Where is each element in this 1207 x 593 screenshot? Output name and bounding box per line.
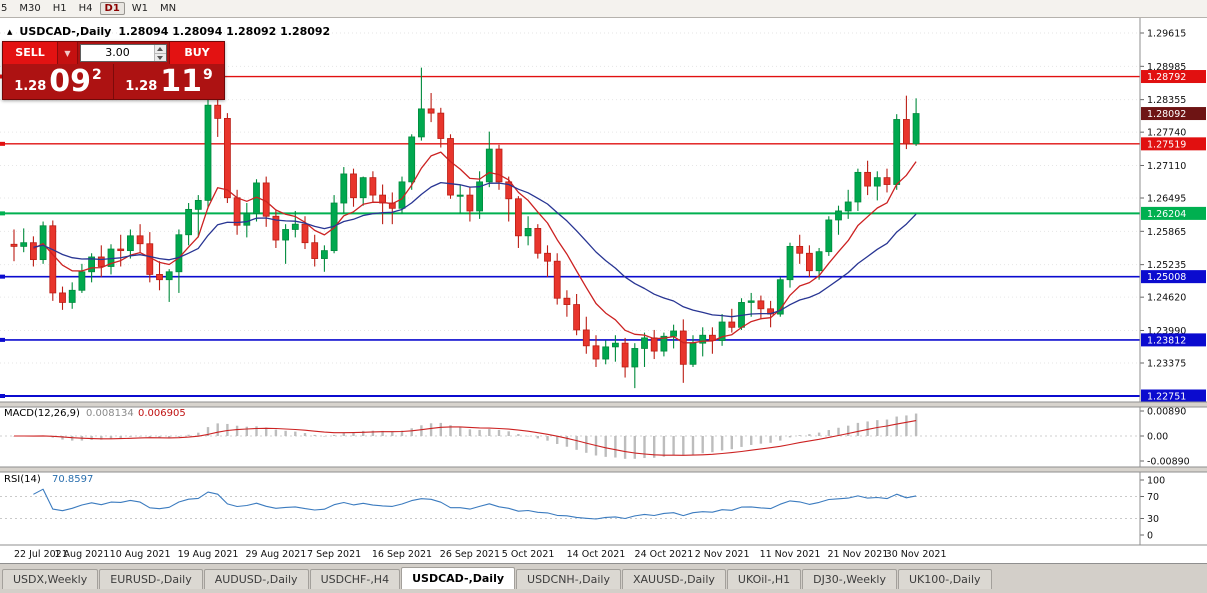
svg-text:5 Oct 2021: 5 Oct 2021 [502, 549, 555, 560]
timeframe-toolbar: 5 M30 H1 H4 D1 W1 MN [0, 0, 1207, 18]
svg-text:1.25235: 1.25235 [1147, 260, 1186, 271]
svg-text:-0.00890: -0.00890 [1147, 457, 1190, 468]
svg-text:1.23990: 1.23990 [1147, 326, 1186, 337]
svg-text:1 Aug 2021: 1 Aug 2021 [54, 549, 109, 560]
chart-tab-bar: USDX,Weekly EURUSD-,Daily AUDUSD-,Daily USD… [0, 563, 1207, 593]
sell-price-pips: 09 [49, 64, 92, 99]
svg-text:1.28985: 1.28985 [1147, 62, 1186, 73]
chart-tab-usdchf-h4[interactable]: USDCHF-,H4 [309, 569, 401, 589]
svg-text:RSI(14): RSI(14) [4, 474, 41, 485]
trade-panel-prices: 1.28 09 2 1.28 11 9 [3, 64, 224, 99]
chevron-down-icon: ▼ [64, 48, 71, 58]
buy-button[interactable]: BUY [169, 42, 224, 64]
price-divider [113, 64, 114, 99]
chart-header: ▲ USDCAD-,Daily 1.28094 1.28094 1.28092 … [7, 25, 330, 38]
sell-button[interactable]: SELL [3, 42, 58, 64]
svg-text:0.00890: 0.00890 [1147, 406, 1186, 417]
svg-text:14 Oct 2021: 14 Oct 2021 [567, 549, 626, 560]
volume-stepper[interactable] [154, 45, 166, 61]
svg-text:16 Sep 2021: 16 Sep 2021 [372, 549, 432, 560]
svg-text:100: 100 [1147, 476, 1165, 487]
buy-price-point: 9 [203, 67, 213, 83]
sell-price-point: 2 [92, 67, 102, 83]
spinner-up-icon[interactable] [155, 45, 166, 54]
svg-text:7 Sep 2021: 7 Sep 2021 [307, 549, 361, 560]
svg-text:1.28355: 1.28355 [1147, 95, 1186, 106]
svg-text:1.26204: 1.26204 [1147, 209, 1186, 220]
spinner-down-icon[interactable] [155, 53, 166, 61]
svg-text:1.29615: 1.29615 [1147, 29, 1186, 40]
chart-tabs: USDX,Weekly EURUSD-,Daily AUDUSD-,Daily USD… [0, 564, 1207, 589]
svg-text:10 Aug 2021: 10 Aug 2021 [110, 549, 171, 560]
svg-text:1.24620: 1.24620 [1147, 293, 1186, 304]
svg-text:1.26495: 1.26495 [1147, 194, 1186, 205]
svg-text:1.22751: 1.22751 [1147, 392, 1186, 403]
chart-tab-usdx-weekly[interactable]: USDX,Weekly [2, 569, 99, 589]
macd-pane: 0.00890 0.00 -0.00890 MACD(12,26,9) 0.008134… [0, 406, 1190, 468]
chart-tab-dj30-weekly[interactable]: DJ30-,Weekly [802, 569, 897, 589]
trade-panel-controls: SELL ▼ 3.00 BUY [3, 42, 224, 64]
price-pane [0, 32, 1140, 399]
chart-tab-ukoil-h1[interactable]: UKOil-,H1 [726, 569, 802, 589]
svg-text:0.006905: 0.006905 [138, 408, 186, 419]
svg-text:22 Jul 2021: 22 Jul 2021 [14, 549, 68, 560]
svg-text:0.00: 0.00 [1147, 432, 1168, 443]
svg-text:1.27110: 1.27110 [1147, 161, 1186, 172]
sell-price-whole: 1.28 [14, 79, 47, 94]
chart-canvas[interactable]: 0.00890 0.00 -0.00890 MACD(12,26,9) 0.008134… [0, 18, 1207, 563]
volume-input[interactable]: 3.00 [80, 44, 167, 62]
svg-text:1.28092: 1.28092 [1147, 109, 1186, 120]
svg-text:1.25008: 1.25008 [1147, 272, 1186, 283]
chart-tab-audusd-daily[interactable]: AUDUSD-,Daily [203, 569, 309, 589]
svg-text:0: 0 [1147, 531, 1153, 542]
rsi-pane: 100 70 30 0 RSI(14) 70.8597 [0, 474, 1165, 542]
sell-price[interactable]: 1.28 09 2 [3, 64, 113, 99]
buy-price[interactable]: 1.28 11 9 [114, 64, 224, 99]
svg-text:1.25865: 1.25865 [1147, 227, 1186, 238]
svg-text:11 Nov 2021: 11 Nov 2021 [760, 549, 821, 560]
svg-text:1.23812: 1.23812 [1147, 335, 1186, 346]
price-axis: 1.29615 1.28985 1.28355 1.27740 1.27110 1.264… [1139, 18, 1206, 545]
svg-text:30: 30 [1147, 514, 1159, 525]
timeframe-buttons: 5 M30 H1 H4 D1 W1 MN [0, 0, 182, 17]
volume-dropdown[interactable]: ▼ [58, 42, 78, 64]
buy-price-whole: 1.28 [125, 79, 158, 94]
one-click-trading-panel: SELL ▼ 3.00 BUY 1.28 09 2 1.28 11 9 [2, 41, 225, 100]
chart-tab-usdcnh-daily[interactable]: USDCNH-,Daily [516, 569, 621, 589]
svg-text:MACD(12,26,9): MACD(12,26,9) [4, 408, 80, 419]
chart-tab-xauusd-daily[interactable]: XAUUSD-,Daily [622, 569, 726, 589]
svg-text:19 Aug 2021: 19 Aug 2021 [178, 549, 239, 560]
svg-text:70.8597: 70.8597 [52, 474, 93, 485]
one-click-panel-toggle-icon[interactable]: ▲ [7, 27, 13, 36]
chart-tab-eurusd-daily[interactable]: EURUSD-,Daily [99, 569, 203, 589]
svg-text:1.27740: 1.27740 [1147, 128, 1186, 139]
timeframe-button-mn[interactable]: MN [160, 3, 177, 14]
timeframe-button-5[interactable]: 5 [1, 3, 8, 14]
svg-text:1.28792: 1.28792 [1147, 72, 1186, 83]
timeframe-button-h4[interactable]: H4 [78, 3, 93, 14]
svg-text:1.23375: 1.23375 [1147, 359, 1186, 370]
chart-tab-usdcad-daily[interactable]: USDCAD-,Daily [401, 567, 516, 589]
chart-title: USDCAD-,Daily [19, 25, 112, 38]
chart-ohlc-values: 1.28094 1.28094 1.28092 1.28092 [118, 25, 331, 38]
svg-text:2 Nov 2021: 2 Nov 2021 [695, 549, 750, 560]
svg-text:0.008134: 0.008134 [86, 408, 134, 419]
svg-text:21 Nov 2021: 21 Nov 2021 [827, 549, 888, 560]
timeframe-button-h1[interactable]: H1 [52, 3, 67, 14]
chart-tab-uk100-daily[interactable]: UK100-,Daily [897, 569, 992, 589]
timeframe-button-d1[interactable]: D1 [99, 2, 125, 15]
svg-text:30 Nov 2021: 30 Nov 2021 [886, 549, 947, 560]
svg-text:70: 70 [1147, 492, 1159, 503]
timeframe-button-w1[interactable]: W1 [131, 3, 149, 14]
svg-text:29 Aug 2021: 29 Aug 2021 [245, 549, 306, 560]
volume-value: 3.00 [105, 46, 130, 59]
timeframe-button-m30[interactable]: M30 [19, 3, 41, 14]
svg-text:26 Sep 2021: 26 Sep 2021 [440, 549, 500, 560]
svg-text:1.27519: 1.27519 [1147, 139, 1186, 150]
buy-price-pips: 11 [160, 64, 203, 99]
svg-text:24 Oct 2021: 24 Oct 2021 [635, 549, 694, 560]
